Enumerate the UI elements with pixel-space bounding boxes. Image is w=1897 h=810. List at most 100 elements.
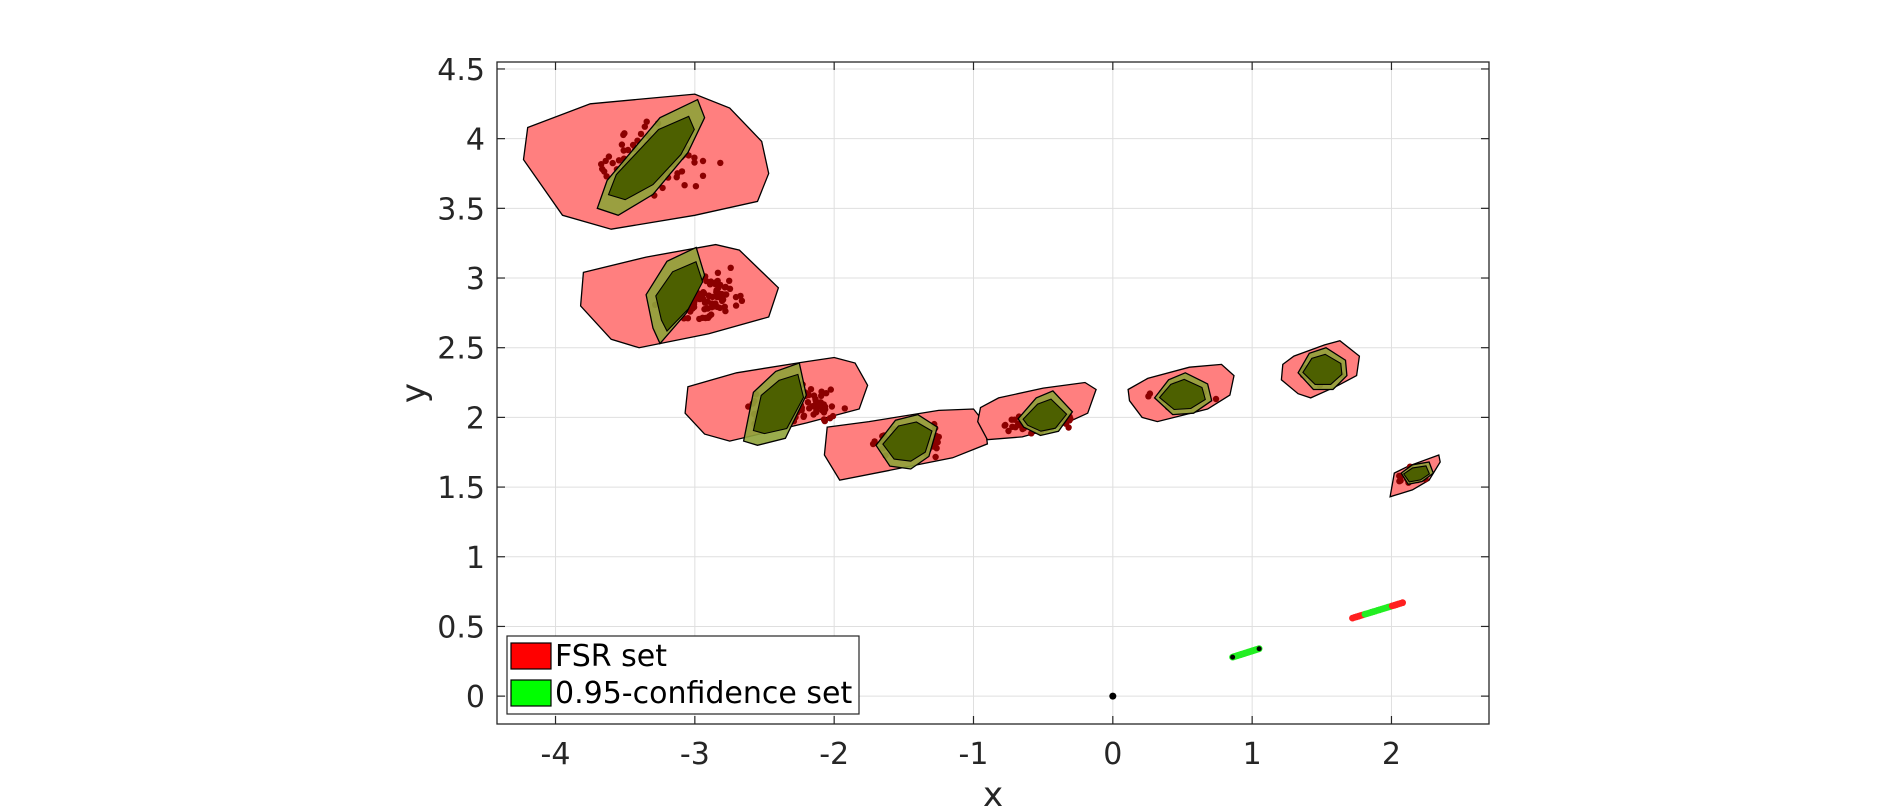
sample-point [826,415,834,422]
y-tick-label: 3 [466,262,485,297]
x-tick-label: 1 [1243,737,1262,772]
line-sample-endpoint [1256,646,1262,652]
sample-point [708,311,715,318]
x-tick-label: 0 [1103,737,1122,772]
sample-point [699,172,707,179]
sample-point [714,269,722,276]
sample-point [717,159,724,167]
set-group [522,93,770,230]
overlap-polygon [607,115,695,201]
line-sample-endpoint [1230,654,1236,660]
sample-point [721,284,729,291]
sample-point [712,279,719,286]
sample-point [620,131,627,139]
sample-point [820,416,828,423]
sample-point [726,277,733,284]
sample-point [820,409,828,416]
sample-point [932,453,939,461]
sample-point [827,386,834,393]
x-tick-label: -4 [541,737,571,772]
y-tick-label: 1 [466,541,485,576]
sample-point [699,157,707,165]
x-tick-label: -1 [959,737,989,772]
x-axis-label: x [983,775,1003,810]
sample-point [841,405,848,412]
set-group [977,381,1097,441]
sample-point [598,161,605,168]
set-group [579,243,780,349]
legend: FSR set 0.95-confidence set [506,635,860,715]
sample-point [629,141,637,149]
overlap-polygon [1302,353,1343,385]
sample-point [699,314,706,321]
sample-point [1145,393,1152,400]
origin-point [1109,692,1117,700]
plot-frame [496,61,1490,725]
sample-point [603,173,610,180]
sample-point [828,403,836,410]
sample-point [691,159,698,166]
sample-point [609,159,616,167]
sample-point [800,413,807,420]
sample-point [692,183,700,190]
sample-point [615,157,623,164]
sample-point [1002,421,1009,429]
sample-point [605,153,613,160]
sample-point [684,315,692,322]
sample-point [810,411,817,418]
sample-point [599,165,606,173]
sample-point [738,297,746,304]
sample-point [813,400,820,407]
y-tick-label: 2.5 [437,332,485,367]
sample-point [712,300,719,307]
y-tick-label: 2 [466,401,485,436]
sample-point [804,399,812,406]
sample-point [806,405,813,412]
sample-point [624,146,632,154]
overlap-polygon [882,421,933,462]
ticks: -4 -3 -2 -1 0 1 2 0 0.5 1 1.5 2 2.5 3 3.5 4 4.5 [437,53,1489,772]
sample-point [727,264,734,271]
sample-point [637,130,645,138]
legend-swatch-confidence [510,679,552,707]
sample-point [641,123,648,130]
sample-point [706,281,714,288]
line-sample-endpoint [1400,600,1406,606]
overlap-polygon [1402,465,1431,483]
sample-point [717,281,724,289]
sample-point [871,438,878,445]
y-tick-label: 1.5 [437,471,485,506]
sample-point [681,182,688,189]
sample-point [696,295,703,303]
sample-point [643,118,650,125]
y-axis-label: y [394,383,434,403]
y-tick-label: 0 [466,680,485,715]
sample-point [732,302,740,309]
line-sample-group [1349,599,1406,622]
overlap-polygon [655,261,704,332]
legend-swatch-fsr [510,642,552,670]
sample-point [737,292,744,300]
y-tick-label: 0.5 [437,610,485,645]
sample-point [709,293,716,301]
sample-point [934,439,941,446]
y-tick-label: 4 [466,123,485,158]
sample-point [1212,395,1220,403]
sample-point [659,184,666,192]
line-sample-group [1229,645,1263,661]
sample-point [807,386,815,393]
sample-point [715,290,722,298]
overlap-polygon [1158,378,1206,411]
sample-point [805,391,812,399]
data-layer [522,93,1441,700]
sample-point [823,390,830,397]
sample-point [1005,427,1012,435]
set-group [1389,454,1441,498]
sample-point [673,174,680,181]
overlap-polygon [1022,398,1068,432]
set-group [684,356,869,446]
sample-point [618,141,626,148]
set-group [1280,339,1361,399]
sample-point [721,291,729,298]
